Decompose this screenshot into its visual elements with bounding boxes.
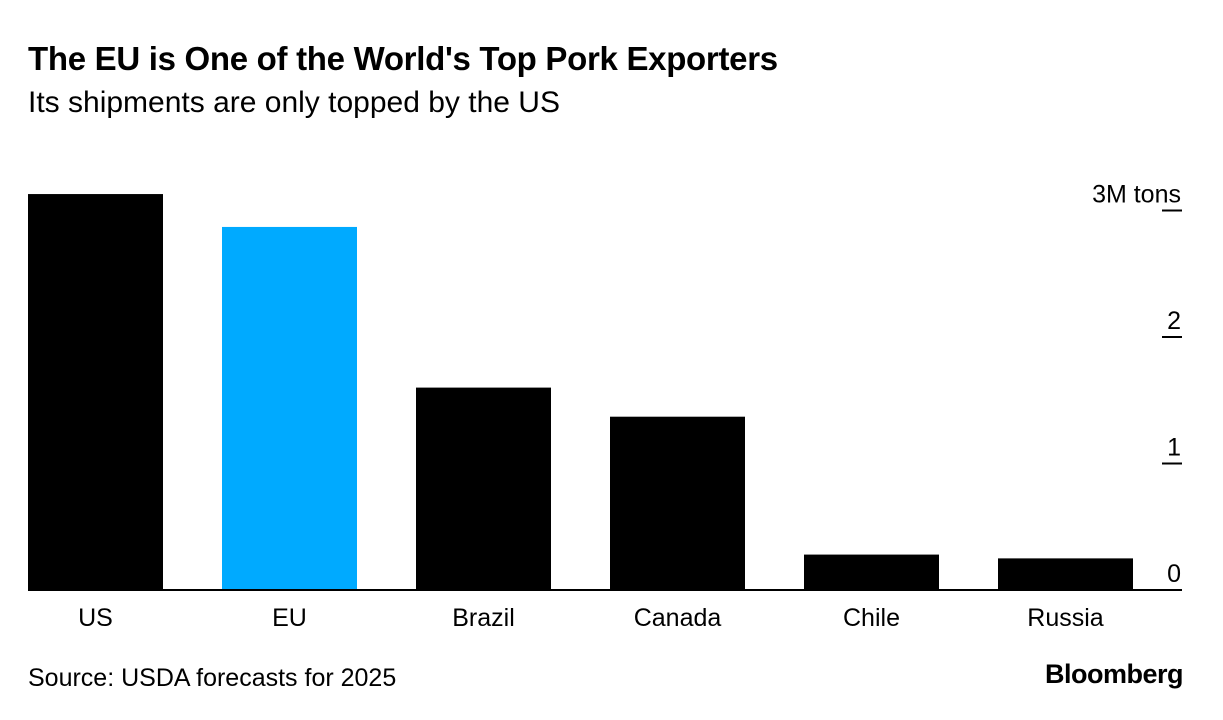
x-tick-label-us: US	[78, 604, 113, 632]
x-axis-labels: US EU Brazil Canada Chile Russia	[78, 604, 1104, 632]
bar-canada	[610, 416, 745, 590]
chart-subtitle: Its shipments are only topped by the US	[28, 86, 560, 119]
y-axis-ticks: 0 1 2 3M tons	[1092, 181, 1182, 588]
y-tick-label-1: 1	[1167, 434, 1181, 462]
y-tick-label-3: 3M tons	[1092, 181, 1181, 209]
x-tick-label-eu: EU	[272, 604, 307, 632]
bar-chile	[804, 554, 939, 590]
bloomberg-logo: Bloomberg	[1044, 659, 1184, 689]
bar-eu	[222, 226, 357, 590]
y-tick-label-0: 0	[1167, 560, 1181, 588]
x-tick-label-chile: Chile	[843, 604, 900, 632]
chart-title: The EU is One of the World's Top Pork Ex…	[28, 40, 778, 77]
bars-group	[28, 194, 1133, 590]
bar-russia	[998, 558, 1133, 590]
bar-us	[28, 194, 163, 590]
y-tick-label-2: 2	[1167, 307, 1181, 335]
bar-chart: US EU Brazil Canada Chile Russia 0 1 2 3M tons	[28, 181, 1182, 632]
source-note: Source: USDA forecasts for 2025	[28, 664, 397, 692]
x-tick-label-brazil: Brazil	[452, 604, 515, 632]
bar-brazil	[416, 387, 551, 590]
x-tick-label-canada: Canada	[634, 604, 722, 632]
x-tick-label-russia: Russia	[1027, 604, 1104, 632]
